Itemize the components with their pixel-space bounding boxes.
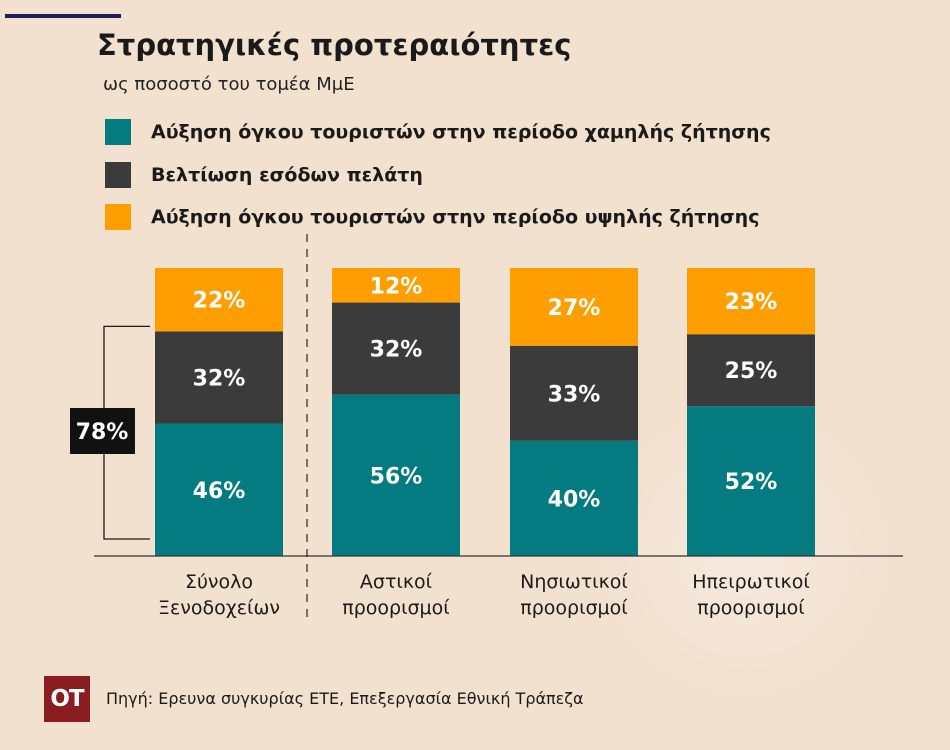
legend-swatch-low-season xyxy=(105,119,131,145)
bar-segment-3-1 xyxy=(687,334,815,407)
source-note: Πηγή: Ερευνα συγκυρίας ΕΤΕ, Επεξεργασία … xyxy=(106,689,584,708)
data-label-1-0: 56% xyxy=(370,464,423,489)
legend-label-revenue: Βελτίωση εσόδων πελάτη xyxy=(151,164,423,186)
legend-item-revenue: Βελτίωση εσόδων πελάτη xyxy=(105,161,423,189)
data-label-0-1: 32% xyxy=(193,366,246,391)
bar-segment-1-1 xyxy=(332,302,460,395)
category-label-2-line-1: προορισμοί xyxy=(520,597,628,619)
bar-segment-1-0 xyxy=(332,394,460,556)
top-accent-rule xyxy=(5,14,121,18)
category-label-3-line-0: Ηπειρωτικοί xyxy=(692,571,810,593)
data-label-0-2: 22% xyxy=(193,289,246,314)
data-label-1-1: 32% xyxy=(370,338,423,363)
category-label-2-line-0: Νησιωτικοί xyxy=(520,571,628,593)
bar-segment-0-2 xyxy=(155,268,283,332)
data-label-3-1: 25% xyxy=(725,359,778,384)
data-label-0-0: 46% xyxy=(193,479,246,504)
legend-label-high-season: Αύξηση όγκου τουριστών στην περίοδο υψηλ… xyxy=(151,206,760,228)
chart-title: Στρατηγικές προτεραιότητες xyxy=(97,28,572,62)
data-label-1-2: 12% xyxy=(370,274,423,299)
bar-segment-2-2 xyxy=(510,268,638,346)
data-label-2-1: 33% xyxy=(548,382,601,407)
bar-segment-3-2 xyxy=(687,268,815,335)
bar-segment-1-2 xyxy=(332,268,460,303)
legend-label-low-season: Αύξηση όγκου τουριστών στην περίοδο χαμη… xyxy=(151,121,771,143)
chart-subtitle: ως ποσοστό του τομέα ΜμΕ xyxy=(103,74,355,95)
legend-swatch-revenue xyxy=(105,162,131,188)
category-label-1-line-0: Αστικοί xyxy=(360,571,433,593)
category-label-3-line-1: προορισμοί xyxy=(697,597,805,619)
legend-item-low-season: Αύξηση όγκου τουριστών στην περίοδο χαμη… xyxy=(105,118,771,146)
data-label-2-0: 40% xyxy=(548,487,601,512)
annotation-label: 78% xyxy=(76,420,129,445)
bar-segment-3-0 xyxy=(687,406,815,556)
legend-swatch-high-season xyxy=(105,204,131,230)
bar-segment-2-0 xyxy=(510,440,638,556)
category-label-0-line-1: Ξενοδοχείων xyxy=(158,597,280,619)
category-label-1-line-1: προορισμοί xyxy=(342,597,450,619)
data-label-2-2: 27% xyxy=(548,296,601,321)
ot-logo: OT xyxy=(44,676,90,722)
legend-item-high-season: Αύξηση όγκου τουριστών στην περίοδο υψηλ… xyxy=(105,203,759,231)
data-label-3-2: 23% xyxy=(725,290,778,315)
bar-segment-0-0 xyxy=(155,423,283,556)
annotation-badge xyxy=(70,408,135,454)
bar-segment-2-1 xyxy=(510,345,638,441)
data-label-3-0: 52% xyxy=(725,470,778,495)
category-label-0-line-0: Σύνολο xyxy=(185,571,253,593)
bar-segment-0-1 xyxy=(155,331,283,424)
